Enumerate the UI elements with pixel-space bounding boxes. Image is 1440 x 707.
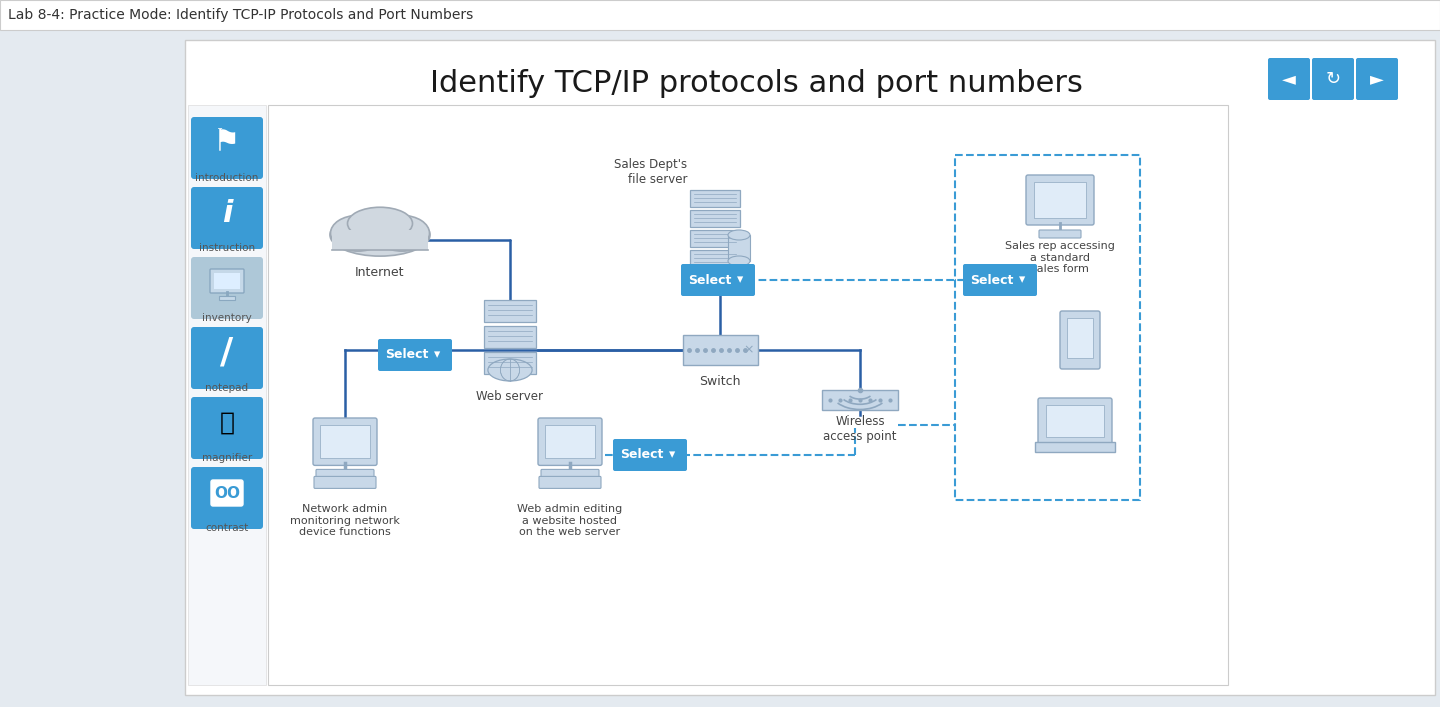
FancyBboxPatch shape — [192, 327, 264, 389]
FancyBboxPatch shape — [0, 0, 1440, 30]
Text: ↻: ↻ — [1325, 70, 1341, 88]
FancyBboxPatch shape — [1269, 58, 1310, 100]
FancyBboxPatch shape — [541, 469, 599, 479]
Text: ▾: ▾ — [668, 448, 675, 462]
Text: ◄: ◄ — [1282, 70, 1296, 88]
FancyBboxPatch shape — [1038, 398, 1112, 444]
Text: magnifier: magnifier — [202, 453, 252, 463]
Ellipse shape — [347, 207, 412, 240]
FancyBboxPatch shape — [613, 439, 687, 471]
Text: Select: Select — [971, 274, 1014, 286]
Text: Wireless
access point: Wireless access point — [824, 415, 897, 443]
FancyBboxPatch shape — [192, 187, 264, 249]
Text: i: i — [222, 199, 232, 228]
Text: Lab 8-4: Practice Mode: Identify TCP-IP Protocols and Port Numbers: Lab 8-4: Practice Mode: Identify TCP-IP … — [9, 8, 474, 22]
Ellipse shape — [488, 359, 533, 381]
FancyBboxPatch shape — [1034, 182, 1086, 218]
FancyBboxPatch shape — [690, 210, 740, 227]
Text: Select: Select — [621, 448, 664, 462]
FancyBboxPatch shape — [1356, 58, 1398, 100]
FancyBboxPatch shape — [268, 105, 1228, 685]
FancyBboxPatch shape — [192, 467, 264, 529]
Ellipse shape — [331, 216, 386, 251]
Ellipse shape — [330, 214, 431, 256]
FancyBboxPatch shape — [184, 40, 1436, 695]
Text: Web admin editing
a website hosted
on the web server: Web admin editing a website hosted on th… — [517, 504, 622, 537]
FancyBboxPatch shape — [192, 257, 264, 319]
FancyBboxPatch shape — [210, 269, 243, 293]
FancyBboxPatch shape — [539, 477, 600, 489]
FancyBboxPatch shape — [377, 339, 452, 371]
FancyBboxPatch shape — [1312, 58, 1354, 100]
Text: inventory: inventory — [202, 313, 252, 323]
Text: ⚑: ⚑ — [213, 129, 240, 158]
FancyBboxPatch shape — [1045, 405, 1104, 437]
FancyBboxPatch shape — [192, 117, 264, 179]
Text: contrast: contrast — [206, 523, 249, 533]
FancyBboxPatch shape — [219, 296, 235, 300]
FancyBboxPatch shape — [215, 273, 240, 289]
FancyBboxPatch shape — [192, 397, 264, 459]
Text: Switch: Switch — [700, 375, 740, 388]
FancyBboxPatch shape — [690, 190, 740, 207]
FancyBboxPatch shape — [320, 425, 370, 458]
FancyBboxPatch shape — [683, 335, 757, 365]
FancyBboxPatch shape — [312, 418, 377, 465]
FancyBboxPatch shape — [544, 425, 595, 458]
FancyBboxPatch shape — [1025, 175, 1094, 225]
FancyBboxPatch shape — [1040, 230, 1081, 238]
FancyBboxPatch shape — [484, 352, 536, 374]
FancyBboxPatch shape — [1067, 318, 1093, 358]
FancyBboxPatch shape — [484, 300, 536, 322]
FancyBboxPatch shape — [681, 264, 755, 296]
Text: Sales Dept's
file server: Sales Dept's file server — [613, 158, 687, 186]
Text: Internet: Internet — [356, 266, 405, 279]
FancyBboxPatch shape — [729, 235, 750, 261]
Text: Network admin
monitoring network
device functions: Network admin monitoring network device … — [289, 504, 400, 537]
FancyBboxPatch shape — [315, 469, 374, 479]
FancyBboxPatch shape — [822, 390, 899, 410]
Text: Web server: Web server — [477, 390, 543, 403]
Ellipse shape — [729, 256, 750, 266]
Text: ▾: ▾ — [737, 274, 743, 286]
FancyBboxPatch shape — [333, 230, 428, 250]
Ellipse shape — [374, 216, 429, 251]
Text: Select: Select — [386, 349, 429, 361]
Text: ▾: ▾ — [433, 349, 441, 361]
Text: ×: × — [743, 344, 755, 356]
FancyBboxPatch shape — [1060, 311, 1100, 369]
Text: instruction: instruction — [199, 243, 255, 253]
Text: Sales rep accessing
a standard
sales form: Sales rep accessing a standard sales for… — [1005, 241, 1115, 274]
FancyBboxPatch shape — [212, 480, 243, 506]
Text: Identify TCP/IP protocols and port numbers: Identify TCP/IP protocols and port numbe… — [431, 69, 1083, 98]
Text: notepad: notepad — [206, 383, 249, 393]
FancyBboxPatch shape — [963, 264, 1037, 296]
Text: Select: Select — [688, 274, 732, 286]
Text: ▾: ▾ — [1020, 274, 1025, 286]
Text: ►: ► — [1369, 70, 1384, 88]
Text: OO: OO — [215, 486, 240, 501]
FancyBboxPatch shape — [484, 326, 536, 348]
Text: /: / — [220, 336, 233, 370]
FancyBboxPatch shape — [690, 230, 740, 247]
FancyBboxPatch shape — [690, 250, 740, 267]
Text: 🔍: 🔍 — [219, 411, 235, 435]
Text: introduction: introduction — [196, 173, 259, 183]
FancyBboxPatch shape — [1035, 442, 1115, 452]
FancyBboxPatch shape — [539, 418, 602, 465]
FancyBboxPatch shape — [314, 477, 376, 489]
Ellipse shape — [729, 230, 750, 240]
FancyBboxPatch shape — [189, 105, 266, 685]
